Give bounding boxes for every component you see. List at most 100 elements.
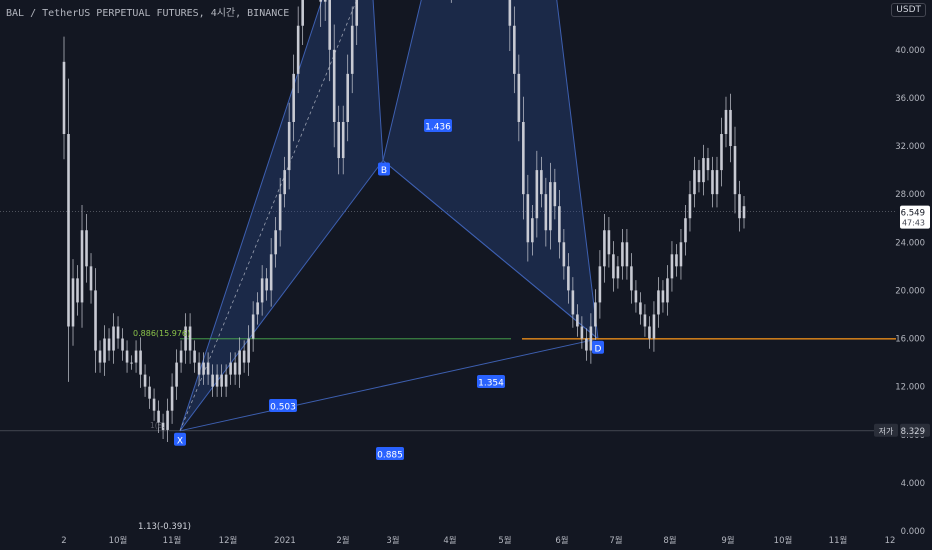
fib-bottom-label: 1(8. [150, 421, 165, 430]
x-tick-label: 10월 [109, 535, 128, 546]
candle-body [242, 350, 246, 363]
y-tick-label: 4.000 [901, 479, 925, 489]
candle-body [742, 206, 746, 219]
x-tick-label: 5월 [498, 535, 511, 546]
y-tick-label: 16.000 [895, 335, 925, 345]
y-tick-label: 20.000 [895, 286, 925, 296]
y-axis: 4.0008.00012.00016.00020.00024.00028.000… [895, 46, 925, 537]
candle-body [202, 362, 205, 375]
candle-body [107, 338, 111, 351]
candle-body [256, 302, 259, 315]
candle-body [251, 314, 255, 339]
xd-line [179, 338, 599, 432]
ratio-xb-badge [269, 399, 297, 412]
candle-body [62, 61, 66, 135]
candle-body [337, 121, 341, 159]
candle-body [540, 170, 543, 195]
x-tick-label: 2월 [336, 535, 349, 546]
x-tick-label: 3월 [386, 535, 399, 546]
candle-body [206, 362, 210, 375]
candle-body [130, 362, 133, 364]
candle-body [580, 326, 584, 339]
candle-body [513, 25, 516, 74]
current-price-value: 26.549 [895, 209, 925, 219]
candle-body [589, 326, 593, 351]
candle-body [125, 350, 129, 363]
candle-body [643, 314, 647, 327]
candle-body [621, 242, 624, 267]
candle-body [283, 170, 286, 195]
candle-body [274, 230, 277, 255]
candle-body [265, 278, 268, 291]
x-tick-label: 9월 [721, 535, 734, 546]
candle-body [711, 170, 714, 195]
candle-body [89, 266, 93, 291]
candle-body [148, 386, 151, 399]
point-x-badge [174, 432, 186, 446]
candle-body [652, 314, 656, 339]
candle-body [292, 73, 295, 122]
candle-body [269, 254, 273, 291]
low-tag-label: 저가 [879, 427, 894, 436]
candles [62, 0, 746, 442]
candle-body [193, 350, 196, 363]
candle-body [229, 362, 232, 375]
candle-body [616, 266, 620, 279]
candle-body [535, 170, 539, 219]
candle-body [301, 0, 304, 26]
candle-body [612, 254, 615, 279]
candle-body [121, 338, 124, 351]
candle-body [287, 121, 291, 171]
candle-body [152, 398, 156, 411]
ratio-ac-label: 1.436 [425, 123, 451, 133]
xab-triangle [179, 0, 384, 432]
currency-button[interactable]: USDT [891, 3, 926, 17]
candle-body [706, 158, 710, 171]
candle-body [224, 374, 228, 387]
point-b-label: B [381, 166, 387, 176]
candle-body [67, 134, 70, 327]
candle-body [247, 338, 250, 363]
x-axis: 2 10월 11월 12월 2021 2월 3월 4월 5월 6월 7월 8월 9월 10월 11월 12 [61, 535, 895, 546]
candle-body [341, 121, 345, 159]
candle-body [76, 278, 79, 303]
candle-body [157, 410, 160, 423]
candle-body [350, 25, 354, 74]
point-b-badge [378, 162, 390, 176]
candle-body [598, 266, 602, 303]
candle-body [562, 242, 566, 267]
candle-body [103, 338, 106, 363]
candle-countdown: 47:43 [902, 219, 925, 228]
y-tick-label: 32.000 [895, 142, 925, 152]
candle-body [238, 350, 241, 375]
y-tick-label: 28.000 [895, 190, 925, 200]
candle-body [684, 218, 687, 243]
low-value-box [900, 423, 930, 437]
x-tick-label: 12 [885, 536, 896, 546]
candle-body [260, 278, 264, 303]
candle-body [134, 350, 138, 363]
x-tick-label: 7월 [609, 535, 622, 546]
candle-body [166, 410, 169, 430]
bd-line [382, 160, 599, 340]
candle-body [733, 146, 737, 195]
candle-body [738, 194, 741, 219]
candle-body [184, 326, 187, 351]
candle-body [170, 386, 174, 411]
candle-body [116, 326, 120, 339]
candle-body [215, 374, 219, 387]
candle-body [143, 374, 147, 387]
candle-body [724, 109, 728, 135]
x-tick-label: 2 [61, 536, 66, 546]
candle-body [715, 170, 719, 195]
candle-body [508, 0, 512, 26]
candle-body [666, 278, 669, 303]
point-d-label: D [595, 344, 602, 354]
xc-dashed-line [179, 0, 358, 431]
x-tick-label: 2021 [274, 536, 296, 546]
point-d-badge [592, 340, 604, 354]
candle-body [603, 230, 606, 267]
